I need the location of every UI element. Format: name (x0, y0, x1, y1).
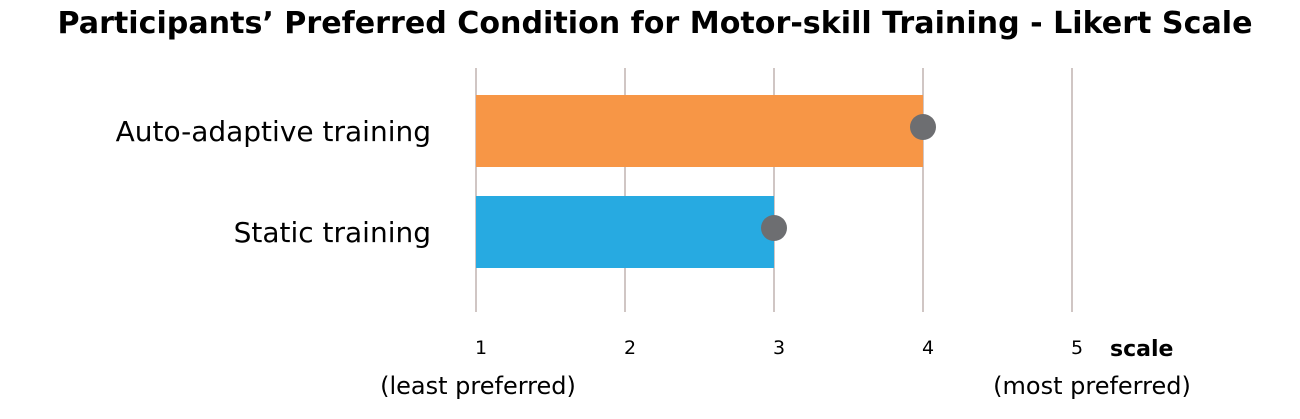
x-tick-labels: 1 2 3 4 5 (475, 337, 1083, 359)
category-labels: Auto-adaptive training Static training (116, 115, 431, 249)
markers (761, 114, 936, 241)
category-label-auto-adaptive-training: Auto-adaptive training (116, 115, 431, 148)
marker-static-training (761, 215, 787, 241)
x-axis-max-note: (most preferred) (993, 372, 1191, 400)
chart-title: Participants’ Preferred Condition for Mo… (58, 6, 1253, 41)
x-tick-label-4: 4 (922, 337, 934, 359)
category-label-static-training: Static training (234, 216, 431, 249)
bar-auto-adaptive-training (476, 95, 923, 167)
x-tick-label-2: 2 (624, 337, 636, 359)
x-axis-min-note: (least preferred) (380, 372, 576, 400)
x-axis-label: scale (1110, 337, 1173, 362)
bars (476, 95, 923, 268)
marker-auto-adaptive-training (910, 114, 936, 140)
x-tick-label-3: 3 (773, 337, 785, 359)
bar-static-training (476, 196, 774, 268)
x-tick-label-5: 5 (1071, 337, 1083, 359)
x-tick-label-1: 1 (475, 337, 487, 359)
